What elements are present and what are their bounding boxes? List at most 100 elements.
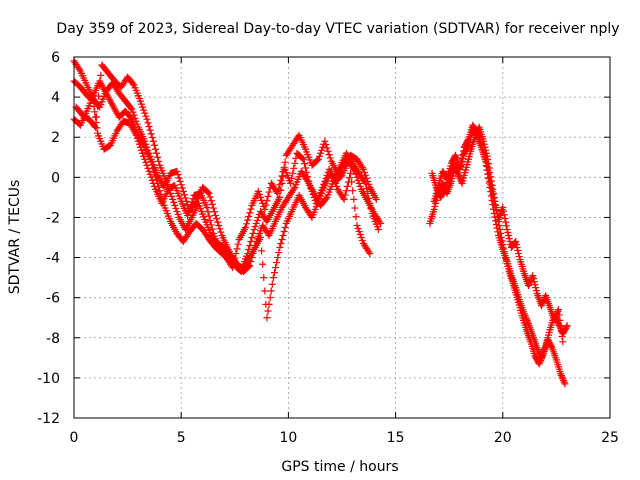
y-tick-label: 4 <box>51 90 60 106</box>
data-point <box>515 253 523 261</box>
data-point <box>155 157 163 165</box>
x-axis-label: GPS time / hours <box>281 459 398 475</box>
data-point <box>455 173 463 181</box>
data-point <box>328 170 336 178</box>
data-point <box>464 137 472 145</box>
data-point <box>264 192 272 200</box>
data-point <box>203 203 211 211</box>
data-point <box>277 176 285 184</box>
data-point <box>361 178 369 186</box>
data-point <box>538 353 546 361</box>
data-point <box>147 157 155 165</box>
data-point <box>267 287 275 295</box>
data-point <box>537 355 545 363</box>
data-point <box>513 244 521 252</box>
data-point <box>456 165 464 173</box>
data-point <box>274 189 282 197</box>
data-point <box>138 100 146 108</box>
data-point <box>90 122 98 130</box>
data-point <box>355 179 363 187</box>
data-point <box>208 200 216 208</box>
data-point <box>374 225 382 233</box>
data-point <box>555 306 563 314</box>
data-point <box>359 165 367 173</box>
data-point <box>144 119 152 127</box>
data-point <box>300 160 308 168</box>
data-point <box>156 187 164 195</box>
data-point <box>472 128 480 136</box>
series-track-6 <box>428 123 569 388</box>
data-point <box>91 123 99 131</box>
data-point <box>148 176 156 184</box>
data-point <box>142 158 150 166</box>
data-point <box>91 108 99 116</box>
data-point <box>537 357 545 365</box>
data-point <box>242 223 250 231</box>
data-point <box>206 193 214 201</box>
data-point <box>260 274 268 282</box>
data-point <box>275 249 283 257</box>
data-point <box>265 300 273 308</box>
data-point <box>457 162 465 170</box>
data-point <box>162 177 170 185</box>
data-point <box>504 228 512 236</box>
data-point <box>292 154 300 162</box>
data-point <box>349 187 357 195</box>
data-point <box>531 281 539 289</box>
data-point <box>170 198 178 206</box>
data-point <box>136 97 144 105</box>
data-point <box>243 220 251 228</box>
data-point <box>354 224 362 232</box>
x-tick-label: 25 <box>601 430 619 446</box>
data-point <box>538 300 546 308</box>
data-point <box>485 174 493 182</box>
data-point <box>171 201 179 209</box>
data-point <box>251 222 259 230</box>
data-point <box>563 322 571 330</box>
data-point <box>217 228 225 236</box>
data-point <box>485 170 493 178</box>
data-point <box>281 158 289 166</box>
data-point <box>557 327 565 335</box>
data-point <box>212 211 220 219</box>
data-point <box>204 188 212 196</box>
data-point <box>140 106 148 114</box>
data-point <box>93 113 101 121</box>
data-point <box>536 358 544 366</box>
data-point <box>454 169 462 177</box>
data-point <box>458 154 466 162</box>
data-point <box>555 311 563 319</box>
data-point <box>496 225 504 233</box>
data-point <box>184 201 192 209</box>
y-tick-label: 2 <box>51 130 60 146</box>
data-point <box>234 240 242 248</box>
data-point <box>281 223 289 231</box>
data-point <box>255 190 263 198</box>
data-point <box>492 206 500 214</box>
data-point <box>259 260 267 268</box>
data-point <box>317 149 325 157</box>
data-point <box>248 234 256 241</box>
data-point <box>274 254 282 262</box>
data-point <box>530 278 538 286</box>
data-point <box>166 189 174 197</box>
data-point <box>146 126 154 134</box>
data-point <box>276 244 284 252</box>
data-point <box>259 199 267 207</box>
x-tick-label: 0 <box>70 430 79 446</box>
data-point <box>356 230 364 238</box>
data-point <box>303 176 311 184</box>
data-point <box>332 179 340 187</box>
data-point <box>290 164 298 172</box>
data-point <box>159 198 167 206</box>
data-point <box>180 191 188 199</box>
y-tick-label: -8 <box>46 331 60 347</box>
data-point <box>505 231 513 239</box>
series-track-4 <box>70 77 374 322</box>
data-point <box>459 151 467 159</box>
data-point <box>343 182 351 190</box>
y-tick-label: -10 <box>37 371 60 387</box>
y-tick-label: -2 <box>46 210 60 226</box>
data-point <box>209 204 217 212</box>
